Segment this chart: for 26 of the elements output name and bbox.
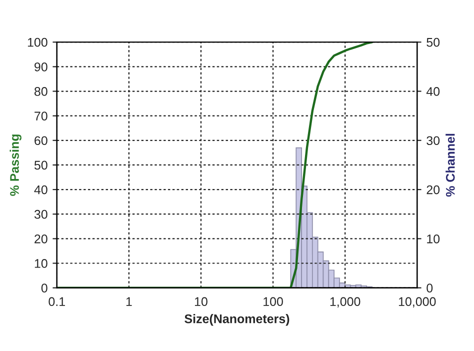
- y-tick-label: 70: [34, 112, 48, 120]
- y-tick-label: 90: [34, 62, 48, 72]
- y2-tick-label: 40: [426, 87, 440, 96]
- y-tick-label: 60: [34, 136, 48, 146]
- y2-tick-label: 50: [426, 38, 440, 47]
- y-tick-label: 30: [34, 210, 48, 219]
- y2-tick-label: 20: [426, 185, 440, 194]
- y-tick-label: 50: [34, 160, 48, 170]
- y-tick-label: 0: [41, 284, 48, 292]
- x-tick-label: 0.1: [48, 297, 65, 306]
- x-tick-label: 1,000: [330, 297, 360, 308]
- y-tick-label: 40: [34, 185, 48, 194]
- x-tick-label: 1: [126, 297, 132, 306]
- x-tick-label: 10,000: [398, 297, 436, 308]
- y2-tick-label: 0: [426, 284, 433, 292]
- y-tick-label: 80: [34, 87, 48, 96]
- y-tick-label: 10: [34, 259, 48, 268]
- x-axis-title: Size(Nanometers): [184, 314, 290, 326]
- y-tick-label: 20: [34, 234, 48, 244]
- y2-tick-label: 10: [427, 234, 440, 244]
- y2-tick-label: 30: [426, 136, 440, 146]
- x-tick-label: 10: [194, 297, 208, 306]
- x-tick-label: 100: [264, 297, 283, 306]
- y-tick-label: 100: [28, 38, 48, 47]
- y-axis-title: % Passing: [10, 134, 22, 196]
- y2-axis-title: % Channel: [446, 134, 455, 197]
